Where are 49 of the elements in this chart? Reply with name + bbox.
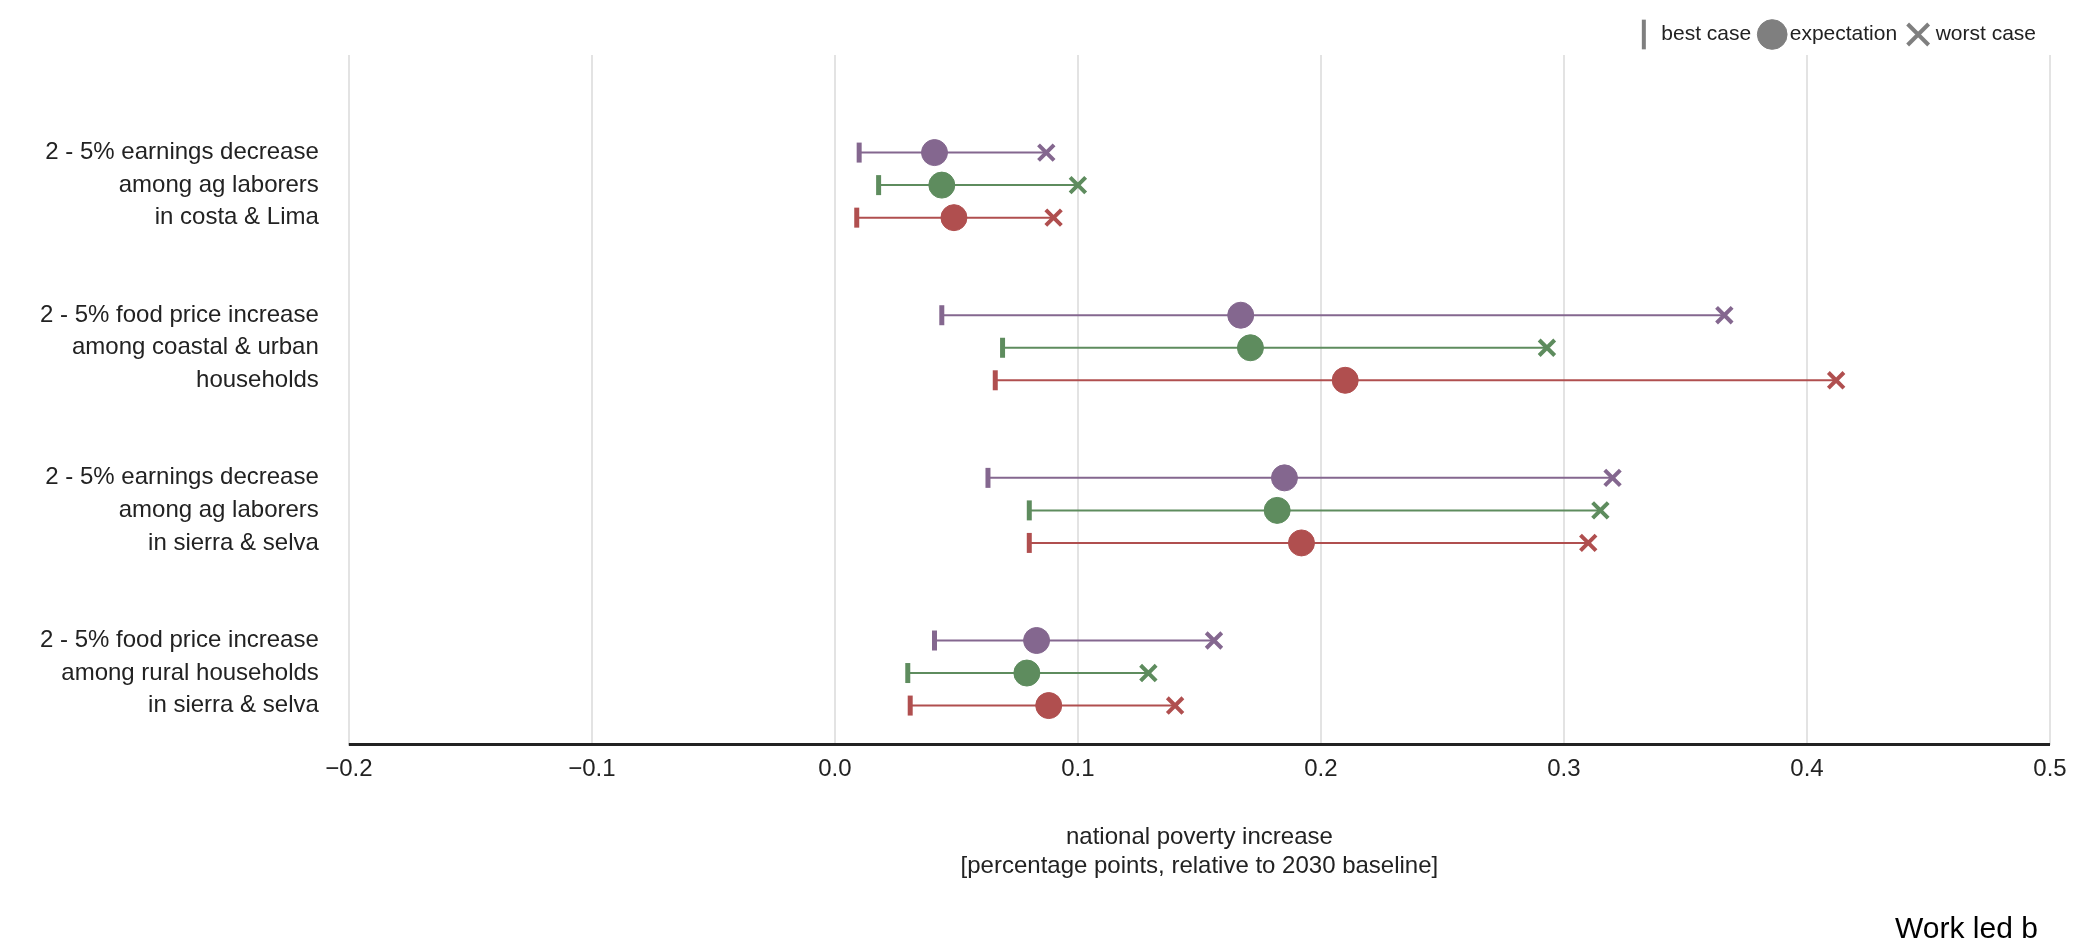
text: Work led b	[1895, 911, 2038, 945]
point	[1165, 695, 1185, 716]
point	[928, 171, 956, 199]
y-tick-label: 2 - 5% food price increase	[40, 299, 319, 327]
point	[1068, 175, 1088, 195]
point	[1578, 533, 1599, 553]
x-tick-label: −0.1	[568, 753, 616, 781]
x-tick-label: 0.2	[1304, 753, 1338, 781]
point	[1013, 659, 1041, 687]
legend-label: worst case	[1934, 21, 2037, 45]
x-tick-label: −0.2	[325, 753, 373, 781]
point	[1270, 464, 1298, 492]
point	[1263, 496, 1291, 524]
point	[1023, 627, 1051, 655]
x-tick-label: 0.0	[818, 753, 852, 781]
y-tick-label: among coastal & urban	[71, 332, 319, 360]
y-tick-label: 2 - 5% earnings decrease	[45, 462, 319, 490]
point	[1236, 334, 1264, 362]
y-tick-label: households	[196, 364, 319, 392]
y-tick-label: among rural households	[61, 657, 319, 685]
legend-label: best case	[1661, 21, 1752, 45]
y-tick-label: in sierra & selva	[148, 690, 320, 718]
point	[1714, 305, 1735, 326]
x-tick-label: 0.4	[1790, 753, 1824, 781]
point	[1227, 301, 1255, 329]
point	[1287, 529, 1315, 557]
point	[940, 204, 968, 232]
y-tick-label: among ag laborers	[118, 169, 319, 197]
point	[1035, 692, 1063, 720]
point	[921, 139, 949, 167]
legend-label: expectation	[1789, 21, 1898, 45]
x-axis-title: national poverty increase [percentage points, relative to 2030 baseline]	[960, 822, 1439, 879]
point	[1331, 366, 1359, 394]
point	[1204, 630, 1224, 651]
point	[1826, 370, 1846, 391]
point	[1602, 468, 1623, 488]
point	[1043, 207, 1064, 228]
y-tick-label: 2 - 5% food price increase	[40, 625, 319, 653]
point	[1590, 500, 1611, 521]
x-tick-label: 0.5	[2033, 753, 2067, 781]
x-tick-label: 0.3	[1547, 753, 1581, 781]
y-tick-label: in costa & Lima	[154, 202, 320, 230]
x-tick-label: 0.1	[1061, 753, 1095, 781]
y-tick-label: 2 - 5% earnings decrease	[45, 137, 319, 165]
point	[1036, 142, 1057, 163]
point	[1537, 337, 1557, 358]
point	[1138, 663, 1159, 683]
y-tick-label: among ag laborers	[118, 495, 319, 523]
y-tick-label: in sierra & selva	[148, 527, 320, 555]
